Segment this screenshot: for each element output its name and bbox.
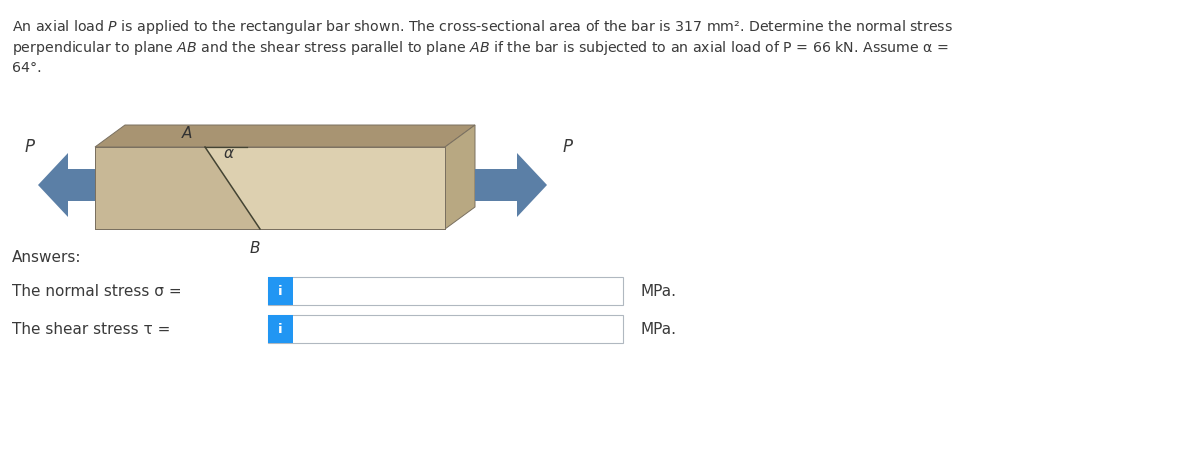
Text: 64°.: 64°. (12, 61, 42, 75)
Text: i: i (278, 323, 283, 336)
Text: The shear stress τ =: The shear stress τ = (12, 322, 170, 337)
Text: $P$: $P$ (24, 138, 36, 156)
FancyBboxPatch shape (268, 277, 623, 305)
Polygon shape (205, 148, 445, 230)
FancyBboxPatch shape (268, 315, 293, 343)
Text: perpendicular to plane $AB$ and the shear stress parallel to plane $AB$ if the b: perpendicular to plane $AB$ and the shea… (12, 39, 949, 57)
Text: $P$: $P$ (562, 138, 574, 156)
Text: MPa.: MPa. (641, 322, 677, 337)
Text: $\alpha$: $\alpha$ (223, 146, 235, 161)
FancyBboxPatch shape (268, 315, 623, 343)
Polygon shape (95, 126, 475, 148)
Text: MPa.: MPa. (641, 284, 677, 299)
Text: The normal stress σ =: The normal stress σ = (12, 284, 181, 299)
Text: $A$: $A$ (181, 125, 193, 141)
Text: $B$: $B$ (250, 240, 260, 256)
Text: An axial load $P$ is applied to the rectangular bar shown. The cross-sectional a: An axial load $P$ is applied to the rect… (12, 18, 953, 36)
Polygon shape (445, 126, 475, 230)
Polygon shape (95, 148, 445, 230)
Text: Answers:: Answers: (12, 249, 82, 264)
Text: i: i (278, 285, 283, 298)
Polygon shape (475, 154, 547, 218)
FancyBboxPatch shape (268, 277, 293, 305)
Polygon shape (38, 154, 95, 218)
